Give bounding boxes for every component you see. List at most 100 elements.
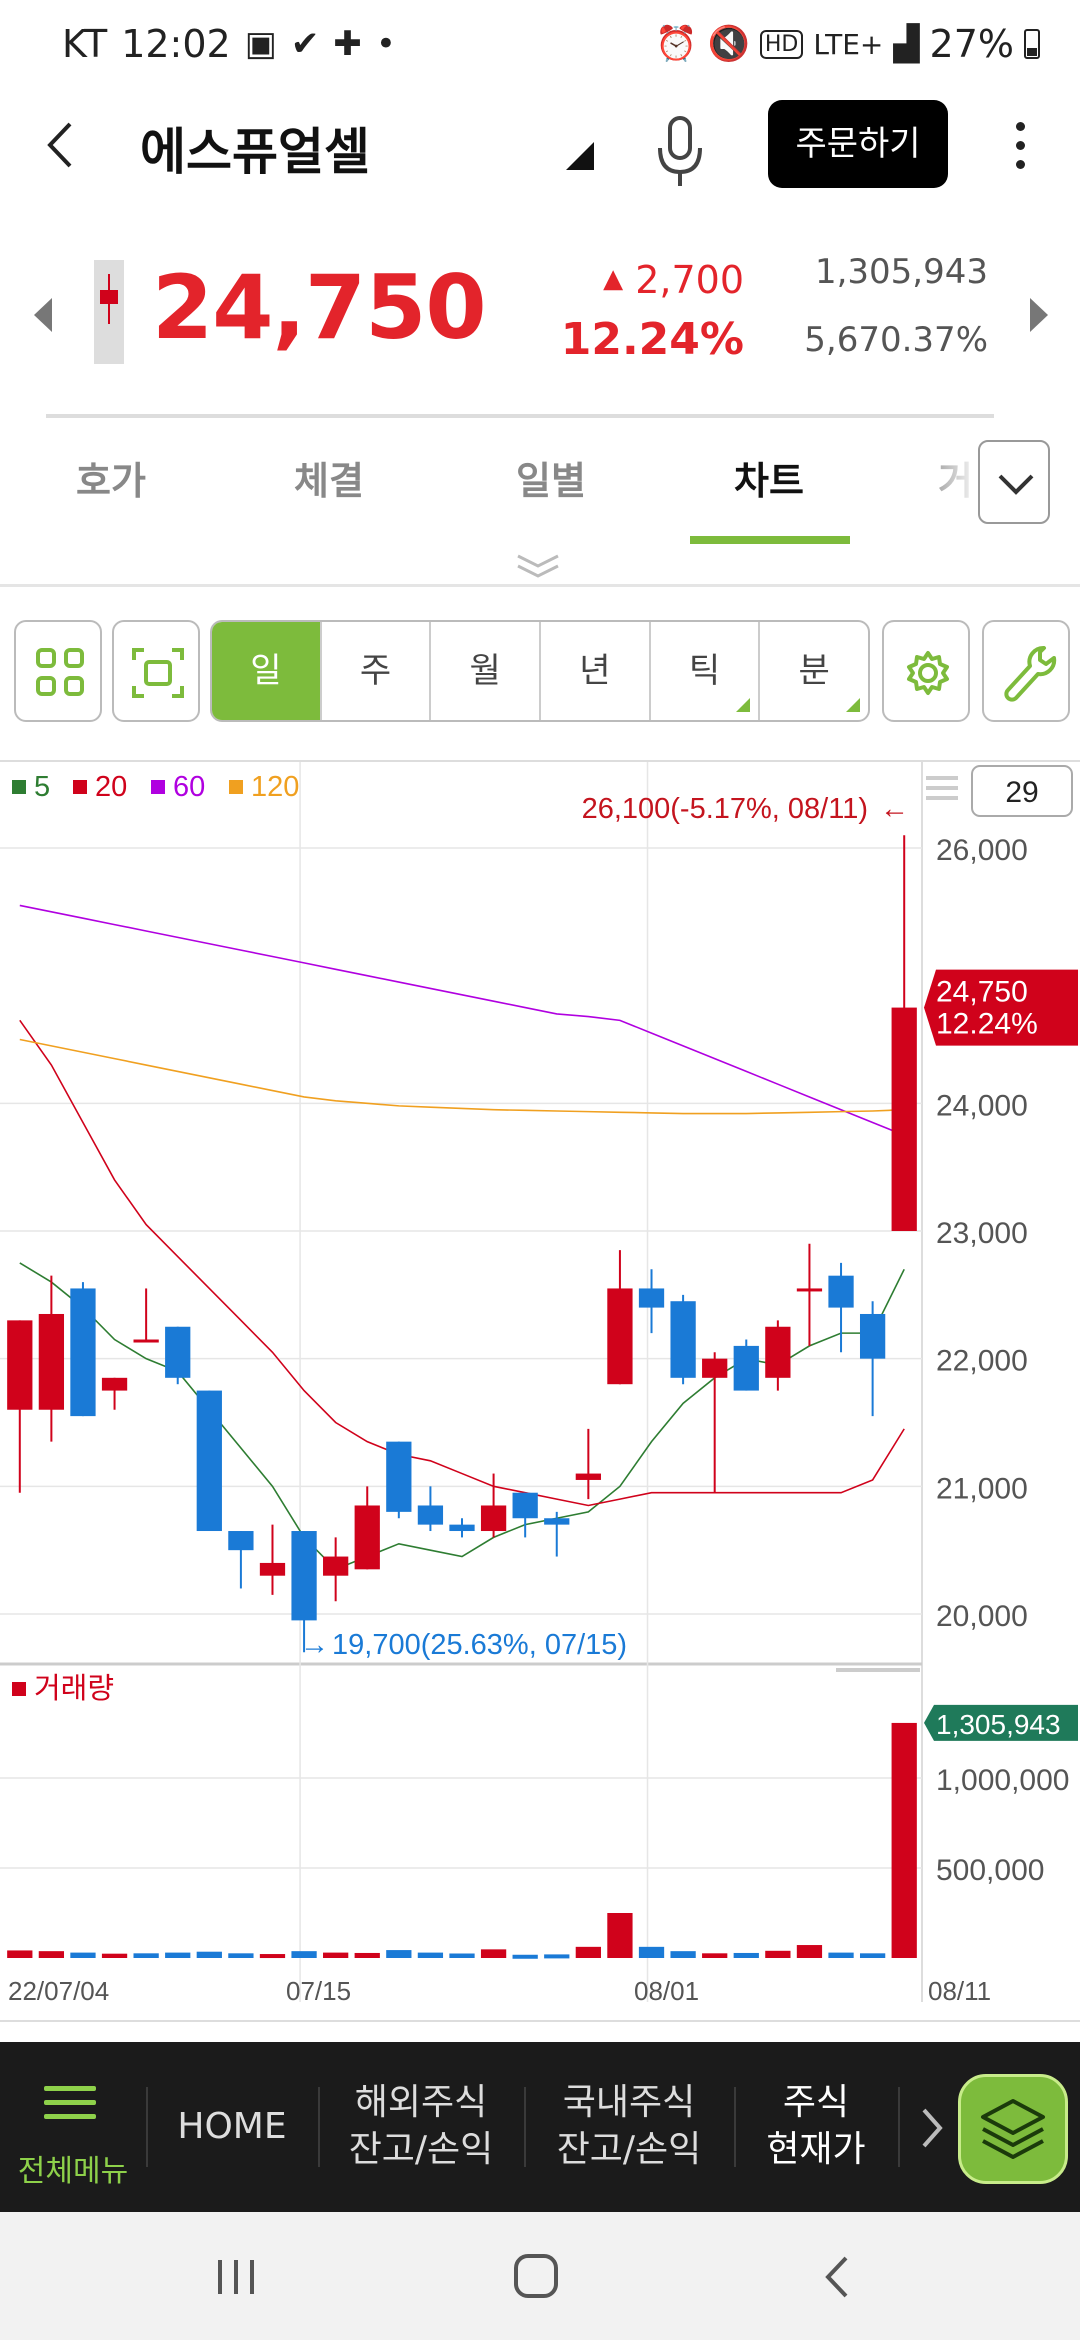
double-chevron-icon	[517, 554, 559, 578]
volume-bar	[575, 1946, 601, 1958]
price-tick-label: 26,000	[936, 834, 1028, 867]
volume-bar	[828, 1952, 854, 1958]
fullscreen-button[interactable]	[112, 620, 200, 722]
volume-bar	[38, 1951, 65, 1958]
candle-body	[859, 1313, 886, 1359]
chart-grid	[0, 762, 923, 2002]
fullscreen-icon	[132, 648, 184, 698]
hamburger-icon	[44, 2086, 96, 2128]
chart-toolbar: 일 주 월 년 틱 분	[0, 620, 1080, 730]
legend-label: 20	[95, 771, 127, 803]
current-volume-tag	[924, 1704, 1078, 1741]
chart-area[interactable]: 26,000 24,000 23,000 22,000 21,000 20,000 22/0…	[0, 760, 1080, 2022]
volume-bar	[796, 1945, 823, 1958]
collapse-handle[interactable]	[0, 550, 1080, 590]
volume-bar	[607, 1913, 633, 1958]
candle-count-box	[971, 765, 1073, 817]
candle-body	[891, 1007, 917, 1231]
legend-label: 5	[34, 771, 50, 803]
more-dot-icon	[1015, 159, 1025, 169]
layout-button[interactable]	[14, 620, 102, 722]
volume-bar	[638, 1946, 665, 1958]
price-tick-label: 24,000	[936, 1089, 1028, 1122]
back-nav-icon[interactable]	[798, 2242, 878, 2312]
tools-button[interactable]	[982, 620, 1070, 722]
legend-label: 120	[251, 771, 299, 803]
stock-name[interactable]: 에스퓨얼셀	[140, 123, 370, 181]
period-year-label: 년	[579, 651, 611, 691]
layers-icon	[981, 2099, 1045, 2159]
volume-bar	[196, 1951, 222, 1958]
nav-scroll-right-icon[interactable]	[912, 2098, 952, 2158]
date-tick-label: 08/11	[928, 1976, 991, 2006]
all-menu-button[interactable]: 전체메뉴	[0, 2042, 146, 2212]
date-tick-label: 07/15	[286, 1976, 351, 2006]
more-dot-icon	[1015, 140, 1025, 150]
price-tick-label: 22,000	[936, 1345, 1028, 1378]
period-tick[interactable]: 틱	[648, 622, 759, 720]
hd-icon: HD	[759, 29, 804, 59]
nav-overseas-line1: 해외주식	[354, 2082, 488, 2124]
volume-bar	[702, 1953, 728, 1958]
mic-button[interactable]	[650, 112, 710, 192]
volume-value: 1,305,943	[814, 252, 988, 292]
volume-bar	[386, 1950, 412, 1958]
nav-domestic-line2: 잔고/손익	[556, 2129, 702, 2170]
tab-orderbook[interactable]: 호가	[76, 459, 146, 503]
volume-bar	[70, 1952, 96, 1958]
moving-averages	[19, 904, 905, 1571]
period-week[interactable]: 주	[319, 622, 430, 720]
nav-domestic-line1: 국내주식	[562, 2082, 696, 2124]
order-button[interactable]: 주문하기	[768, 100, 948, 188]
candle-body	[670, 1301, 696, 1378]
nav-separator	[898, 2087, 900, 2167]
back-button[interactable]	[40, 110, 100, 180]
next-stock-icon[interactable]	[1030, 298, 1048, 332]
prev-stock-icon[interactable]	[34, 298, 52, 332]
home-icon[interactable]	[496, 2242, 576, 2312]
nav-separator	[318, 2087, 320, 2167]
settings-button[interactable]	[882, 620, 970, 722]
period-day[interactable]: 일	[212, 622, 320, 720]
candle-body	[512, 1492, 538, 1519]
quick-menu-button[interactable]	[958, 2074, 1068, 2184]
period-tick-label: 틱	[688, 651, 721, 691]
nav-home[interactable]: HOME	[148, 2042, 316, 2212]
period-minute-label: 분	[798, 651, 830, 691]
volume-bar	[859, 1953, 886, 1958]
tab-active-indicator	[690, 536, 850, 544]
chart-legend: 5 20 60 120 거래량	[12, 771, 299, 1705]
price-tick-label: 23,000	[936, 1217, 1028, 1250]
recent-apps-icon[interactable]	[196, 2242, 276, 2312]
more-dot-icon	[1015, 121, 1025, 131]
tab-trades[interactable]: 체결	[294, 459, 364, 503]
nav-separator	[524, 2087, 526, 2167]
mic-icon	[658, 116, 702, 186]
period-year[interactable]: 년	[539, 622, 649, 720]
arrow-right-icon: →	[300, 1629, 329, 1661]
candle-body	[70, 1288, 96, 1417]
legend-swatch	[151, 780, 165, 794]
tab-daily[interactable]: 일별	[516, 459, 586, 503]
more-options-button[interactable]	[1000, 110, 1040, 180]
volume-bar	[354, 1952, 380, 1958]
all-menu-label: 전체메뉴	[17, 2154, 129, 2189]
nav-stock-price[interactable]: 주식 현재가	[736, 2042, 896, 2212]
nav-home-label: HOME	[177, 2105, 287, 2147]
period-month[interactable]: 월	[429, 622, 539, 720]
nav-overseas-balance[interactable]: 해외주식 잔고/손익	[320, 2042, 522, 2212]
up-triangle-icon: ▲	[603, 264, 624, 294]
nav-domestic-balance[interactable]: 국내주식 잔고/손익	[526, 2042, 732, 2212]
current-volume-tag-label: 1,305,943	[936, 1709, 1061, 1740]
period-day-label: 일	[250, 651, 282, 691]
change-amount: ▲ 2,700	[603, 258, 744, 302]
period-minute[interactable]: 분	[758, 622, 868, 720]
volume-bar	[101, 1953, 128, 1958]
stock-dropdown-icon[interactable]	[566, 142, 594, 170]
nav-stock-line1: 주식	[782, 2082, 850, 2124]
tab-dropdown-button[interactable]	[978, 440, 1050, 524]
current-price-tag-price: 24,750	[936, 976, 1028, 1009]
tab-chart[interactable]: 차트	[734, 459, 804, 503]
period-month-label: 월	[469, 651, 501, 691]
candle-body	[702, 1358, 728, 1378]
